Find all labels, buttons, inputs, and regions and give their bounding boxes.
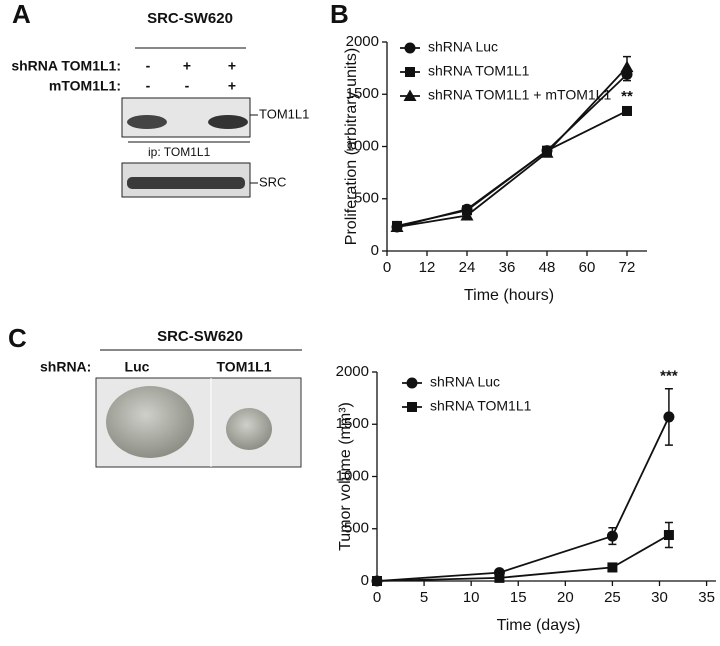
legend-marker xyxy=(407,402,417,412)
y-tick-label: 500 xyxy=(354,190,379,207)
band-label: SRC xyxy=(259,174,286,189)
y-tick-label: 500 xyxy=(344,520,369,537)
y-tick-label: 1000 xyxy=(346,137,379,154)
x-tick-label: 0 xyxy=(383,259,391,276)
band xyxy=(127,115,167,129)
y-tick-label: 0 xyxy=(361,572,369,589)
y-axis-label: Tumor volume (mm³) xyxy=(337,402,354,551)
line xyxy=(376,534,670,582)
x-tick-label: 15 xyxy=(510,589,527,606)
legend-marker xyxy=(404,42,416,54)
y-tick-label: 1000 xyxy=(336,467,369,484)
line xyxy=(376,416,670,582)
cell: + xyxy=(228,78,236,94)
x-tick-label: 10 xyxy=(463,589,480,606)
y-tick-label: 1500 xyxy=(346,85,379,102)
x-tick-label: 36 xyxy=(499,259,516,276)
band xyxy=(127,177,245,189)
point xyxy=(663,530,674,541)
x-tick-label: 12 xyxy=(419,259,436,276)
cell: + xyxy=(183,58,191,74)
annotation: *** xyxy=(660,368,678,385)
point xyxy=(620,60,634,73)
band-label: TOM1L1 xyxy=(259,106,309,121)
x-tick-label: 30 xyxy=(651,589,668,606)
cell: - xyxy=(146,78,151,94)
point xyxy=(607,562,618,573)
band xyxy=(208,115,248,129)
y-tick-label: 0 xyxy=(371,242,379,259)
y-tick-label: 2000 xyxy=(346,33,379,50)
point xyxy=(460,208,474,221)
cell: - xyxy=(185,78,190,94)
line xyxy=(396,66,628,228)
ip-label: ip: TOM1L1 xyxy=(148,145,211,159)
legend-marker xyxy=(406,377,418,389)
x-tick-label: 20 xyxy=(557,589,574,606)
y-axis-label: Proliferation (arbitrary units) xyxy=(343,48,360,245)
tumor-title: SRC-SW620 xyxy=(157,328,243,345)
point xyxy=(494,572,505,583)
legend-marker xyxy=(405,67,415,77)
row-label: shRNA TOM1L1: xyxy=(11,58,121,74)
panel-label: B xyxy=(330,0,349,29)
x-tick-label: 60 xyxy=(579,259,596,276)
tumor xyxy=(226,408,272,450)
legend-label: shRNA Luc xyxy=(430,374,500,390)
blot-title: SRC-SW620 xyxy=(147,10,233,27)
group-label: TOM1L1 xyxy=(217,359,272,375)
x-tick-label: 25 xyxy=(604,589,621,606)
annotation: ** xyxy=(621,88,633,105)
legend-marker xyxy=(403,89,417,101)
legend-label: shRNA TOM1L1 xyxy=(428,63,530,79)
cell: + xyxy=(228,58,236,74)
group-label: Luc xyxy=(125,359,150,375)
tumor xyxy=(106,386,194,458)
cell: - xyxy=(146,58,151,74)
point xyxy=(372,576,382,586)
x-axis-label: Time (days) xyxy=(497,617,581,634)
x-tick-label: 0 xyxy=(373,589,381,606)
legend-label: shRNA TOM1L1 + mTOM1L1 xyxy=(428,87,611,103)
point xyxy=(606,530,618,542)
y-tick-label: 2000 xyxy=(336,363,369,380)
point xyxy=(663,411,675,423)
y-tick-label: 1500 xyxy=(336,415,369,432)
row-label: shRNA: xyxy=(40,359,91,375)
x-axis-label: Time (hours) xyxy=(464,287,554,304)
legend-label: shRNA Luc xyxy=(428,39,498,55)
point xyxy=(540,146,554,158)
panel-label: C xyxy=(8,323,27,353)
point xyxy=(622,105,632,116)
legend-label: shRNA TOM1L1 xyxy=(430,398,532,414)
x-tick-label: 72 xyxy=(619,259,636,276)
row-label: mTOM1L1: xyxy=(49,78,121,94)
x-tick-label: 24 xyxy=(459,259,476,276)
x-tick-label: 5 xyxy=(420,589,428,606)
line xyxy=(396,110,628,227)
x-tick-label: 35 xyxy=(698,589,715,606)
x-tick-label: 48 xyxy=(539,259,556,276)
point xyxy=(390,220,404,232)
panel-label: A xyxy=(12,0,31,29)
